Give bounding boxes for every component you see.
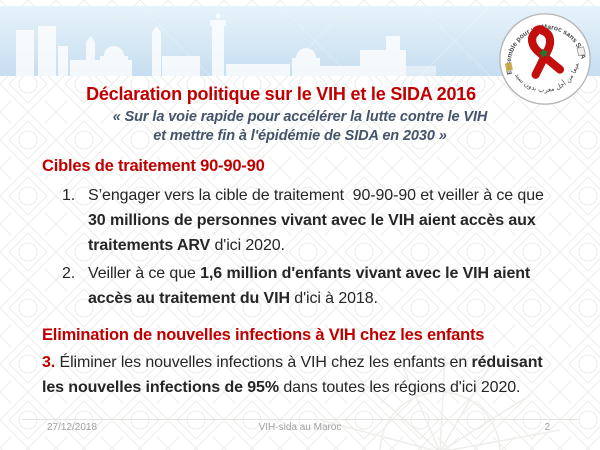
green-star-icon xyxy=(538,48,549,59)
coat-of-arms-emblem xyxy=(504,62,513,72)
footer-date: 27/12/2018 xyxy=(47,422,98,433)
section-heading-treatment-targets: Cibles de traitement 90-90-90 xyxy=(42,157,265,175)
list-item-2-text: Veiller à ce que 1,6 million d'enfants v… xyxy=(88,265,535,307)
footer-divider xyxy=(22,419,578,420)
paragraph-3-text: 3. Éliminer les nouvelles infections à V… xyxy=(42,354,547,396)
right-emblem xyxy=(576,46,586,57)
section-heading-elimination: Elimination de nouvelles infections à VI… xyxy=(42,326,485,344)
red-aids-ribbon-icon xyxy=(527,25,565,79)
footer-title: VIH-sida au Maroc xyxy=(258,422,342,433)
list-item-2-number: 2. xyxy=(62,265,76,282)
subtitle-line-2: et mettre fin à l'épidémie de SIDA en 20… xyxy=(153,128,447,144)
footer-page-number: 2 xyxy=(544,422,550,433)
subtitle-line-1: « Sur la voie rapide pour accélérer la l… xyxy=(112,109,488,125)
association-logo: Ensemble pour un Maroc sans SIDA جميعا م… xyxy=(484,0,593,107)
slide-title: Déclaration politique sur le VIH et le S… xyxy=(86,84,476,104)
list-item-1-text: S’engager vers la cible de traitement 90… xyxy=(88,187,549,254)
list-item-1-number: 1. xyxy=(62,187,76,204)
slide-subtitle: « Sur la voie rapide pour accélérer la l… xyxy=(20,108,580,146)
